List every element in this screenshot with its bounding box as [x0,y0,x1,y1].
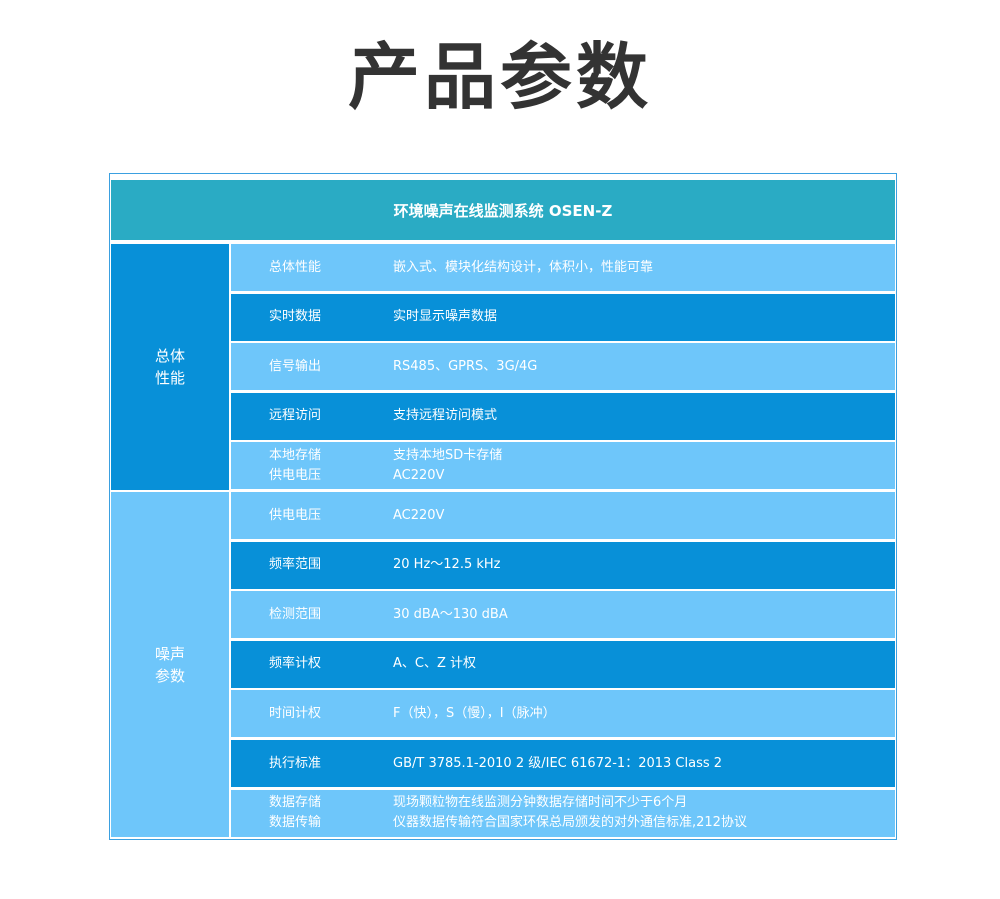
page-title: 产品参数 [347,35,652,119]
table-row: 执行标准 GB/T 3785.1-2010 2 级/IEC 61672-1：20… [231,740,895,787]
group-label-text: 噪声参数 [154,644,185,685]
table-row: 实时数据 实时显示噪声数据 [231,293,895,341]
table-row: 频率计权 A、C、Z 计权 [231,640,895,688]
row-value: AC220V [393,507,445,523]
row-key: 频率范围 [269,557,322,573]
row-value: A、C、Z 计权 [393,656,477,672]
row-key: 实时数据 [269,309,322,325]
row-key: 本地存储 供电电压 [269,447,322,483]
row-value: 支持本地SD卡存储 AC220V [393,447,503,483]
table-row: 总体性能 嵌入式、模块化结构设计，体积小，性能可靠 [231,244,895,291]
row-key: 检测范围 [269,606,322,622]
row-value: 嵌入式、模块化结构设计，体积小，性能可靠 [393,259,654,275]
row-key: 时间计权 [269,705,322,721]
row-value: GB/T 3785.1-2010 2 级/IEC 61672-1：2013 Cl… [393,755,723,771]
spec-table: 环境噪声在线监测系统 OSEN-Z 总体性能 总体性能 嵌入式、模块化结构设计，体积… [109,173,897,840]
row-value: 现场颗粒物在线监测分钟数据存储时间不少于6个月 仪器数据传输符合国家环保总局颁发… [393,795,747,831]
table-row: 数据存储 数据传输 现场颗粒物在线监测分钟数据存储时间不少于6个月 仪器数据传输… [231,789,895,837]
row-value: 支持远程访问模式 [393,408,498,424]
table-row: 远程访问 支持远程访问模式 [231,392,895,440]
row-key: 远程访问 [269,408,322,424]
table-row: 频率范围 20 Hz～12.5 kHz [231,541,895,589]
row-key: 数据存储 数据传输 [269,795,322,831]
group-label-text: 总体性能 [154,347,185,387]
row-value: 30 dBA～130 dBA [393,606,508,622]
group-label: 总体性能 [111,244,229,490]
spec-group: 总体性能 总体性能 嵌入式、模块化结构设计，体积小，性能可靠 实时数据 实时显示噪声数据… [111,244,895,490]
spec-group: 噪声参数 供电电压 AC220V 频率范围 20 Hz～12.5 kHz 检测范围 3… [111,492,895,838]
row-key: 执行标准 [269,755,322,771]
row-value: 实时显示噪声数据 [393,309,498,325]
row-key: 总体性能 [269,259,322,275]
table-row: 检测范围 30 dBA～130 dBA [231,591,895,639]
row-key: 频率计权 [269,656,322,672]
row-value: RS485、GPRS、3G/4G [393,358,538,374]
table-header: 环境噪声在线监测系统 OSEN-Z [111,180,895,240]
row-key: 供电电压 [269,507,322,523]
table-row: 信号输出 RS485、GPRS、3G/4G [231,343,895,391]
row-value: F（快），S（慢），I（脉冲） [393,705,556,721]
row-value: 20 Hz～12.5 kHz [393,557,501,573]
row-key: 信号输出 [269,358,322,374]
group-label: 噪声参数 [111,492,229,838]
table-row: 本地存储 供电电压 支持本地SD卡存储 AC220V [231,442,895,490]
table-row: 时间计权 F（快），S（慢），I（脉冲） [231,690,895,738]
table-row: 供电电压 AC220V [231,492,895,539]
